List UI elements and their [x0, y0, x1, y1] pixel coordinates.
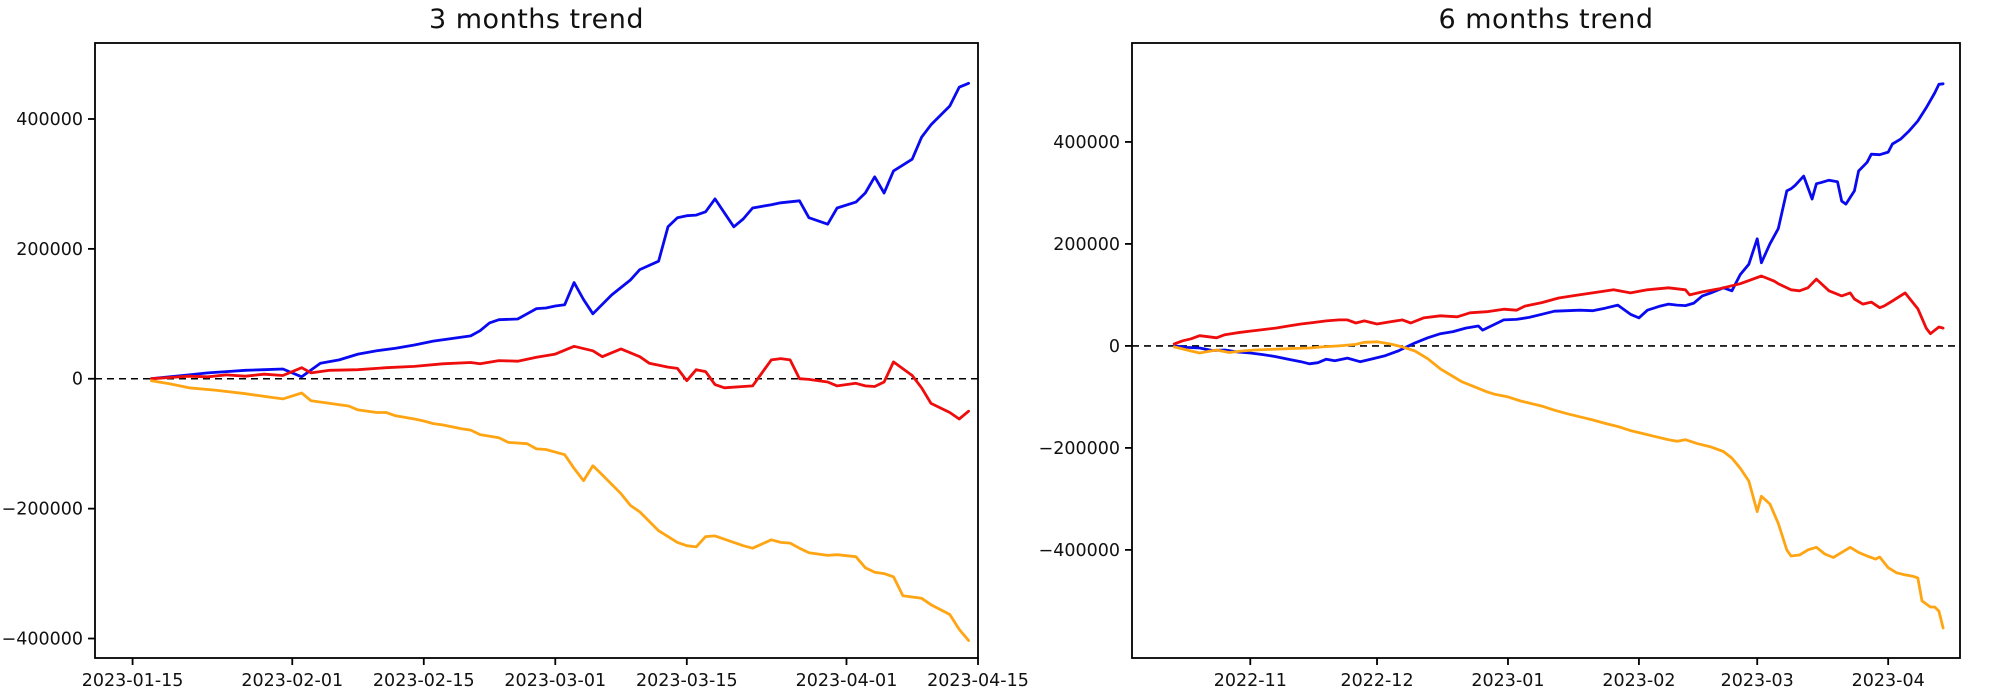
x-tick-label: 2023-03-01: [504, 671, 606, 691]
x-tick-label: 2023-04: [1852, 671, 1925, 691]
x-tick-label: 2022-11: [1214, 671, 1287, 691]
y-tick-label: 400000: [16, 110, 83, 130]
y-tick-label: 0: [72, 370, 83, 390]
y-tick-label: 400000: [1053, 133, 1120, 153]
y-tick-label: −400000: [1039, 541, 1120, 561]
chart-1: 400000 200000 0 −200000 −400000 2022-11 2022-1…: [1039, 42, 1961, 691]
y-tick-label: −200000: [1039, 439, 1120, 459]
x-tick-label: 2023-02-15: [373, 671, 475, 691]
x-tick-label: 2023-03: [1721, 671, 1794, 691]
red-series-line: [1172, 274, 1945, 346]
y-tick-label: −200000: [2, 500, 83, 520]
chart-0: 400000 200000 0 −200000 −400000 2023-01-15 202…: [2, 42, 1029, 691]
orange-series-line: [1172, 340, 1945, 630]
y-tick-label: 200000: [1053, 235, 1120, 255]
x-tick-label: 2022-12: [1340, 671, 1413, 691]
x-tick-label: 2023-04-01: [796, 671, 898, 691]
x-tick-label: 2023-01-15: [82, 671, 184, 691]
x-tick-label: 2023-02-01: [241, 671, 343, 691]
blue-series-line: [149, 81, 970, 381]
blue-series-line: [1172, 82, 1945, 366]
y-tick-label: 0: [1109, 337, 1120, 357]
x-tick-label: 2023-01: [1471, 671, 1544, 691]
orange-series-line: [149, 379, 970, 642]
x-tick-label: 2023-04-15: [927, 671, 1029, 691]
chart-title-3-months: 3 months trend: [429, 4, 644, 35]
y-tick-label: 200000: [16, 240, 83, 260]
chart-title-6-months: 6 months trend: [1438, 4, 1654, 35]
plot-frame: [1131, 42, 1961, 659]
x-tick-label: 2023-03-15: [636, 671, 738, 691]
plot-frame: [94, 42, 979, 659]
x-tick-label: 2023-02: [1602, 671, 1675, 691]
y-tick-label: −400000: [2, 630, 83, 650]
red-series-line: [149, 344, 970, 421]
